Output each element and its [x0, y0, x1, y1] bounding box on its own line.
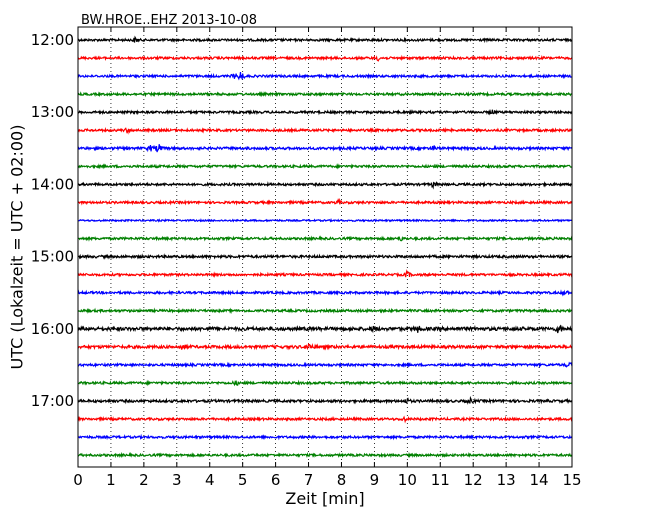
trace-line: [77, 289, 573, 297]
y-tick-label: 17:00: [31, 392, 74, 410]
y-tick-label: 14:00: [31, 175, 74, 193]
x-tick-label: 4: [205, 471, 215, 489]
y-tick-label: 13:00: [31, 103, 74, 121]
trace-line: [77, 235, 573, 242]
trace-line: [77, 324, 573, 334]
y-tick-label: 16:00: [31, 320, 74, 338]
x-tick-label: 9: [370, 471, 380, 489]
x-tick-label: 13: [497, 471, 516, 489]
trace-line: [77, 180, 573, 190]
trace-line: [77, 433, 573, 441]
vertical-grid: [110, 27, 540, 467]
trace-line: [77, 197, 573, 206]
trace-line: [77, 54, 573, 62]
trace-line: [77, 307, 573, 315]
trace-line: [77, 269, 573, 279]
y-axis-label: UTC (Lokalzeit = UTC + 02:00): [8, 125, 27, 370]
x-tick-label: 12: [464, 471, 483, 489]
x-tick-label: 15: [562, 471, 581, 489]
x-tick-label: 11: [431, 471, 450, 489]
y-tick-label: 15:00: [31, 248, 74, 266]
x-axis: 0 1 2 3 4 5 6 7 8 9 10 11 12 13 14 15: [73, 27, 582, 489]
x-tick-label: 10: [398, 471, 417, 489]
x-tick-label: 5: [238, 471, 248, 489]
x-tick-label: 2: [139, 471, 149, 489]
trace-line: [77, 253, 573, 261]
trace-line: [77, 451, 573, 459]
x-tick-label: 7: [304, 471, 314, 489]
x-tick-label: 3: [172, 471, 182, 489]
x-tick-label: 1: [106, 471, 116, 489]
trace-group: [77, 35, 573, 459]
x-axis-label: Zeit [min]: [285, 489, 364, 508]
trace-line: [77, 395, 573, 405]
y-axis: 12:00 13:00 14:00 15:00 16:00 17:00: [31, 31, 572, 410]
trace-line: [77, 342, 573, 351]
chart-title: BW.HROE..EHZ 2013-10-08: [81, 13, 257, 28]
trace-line: [77, 126, 573, 135]
trace-line: [77, 379, 573, 387]
trace-line: [77, 415, 573, 424]
y-tick-label: 12:00: [31, 31, 74, 49]
x-tick-label: 6: [271, 471, 281, 489]
x-tick-label: 0: [73, 471, 83, 489]
trace-line: [77, 35, 573, 44]
trace-line: [77, 144, 573, 153]
plot-frame: [77, 26, 573, 468]
x-tick-label: 14: [530, 471, 549, 489]
trace-line: [77, 361, 573, 369]
trace-line: [77, 162, 573, 170]
x-tick-label: 8: [337, 471, 347, 489]
trace-line: [77, 72, 573, 81]
trace-line: [77, 90, 573, 98]
trace-line: [77, 109, 573, 116]
trace-line: [77, 218, 573, 223]
